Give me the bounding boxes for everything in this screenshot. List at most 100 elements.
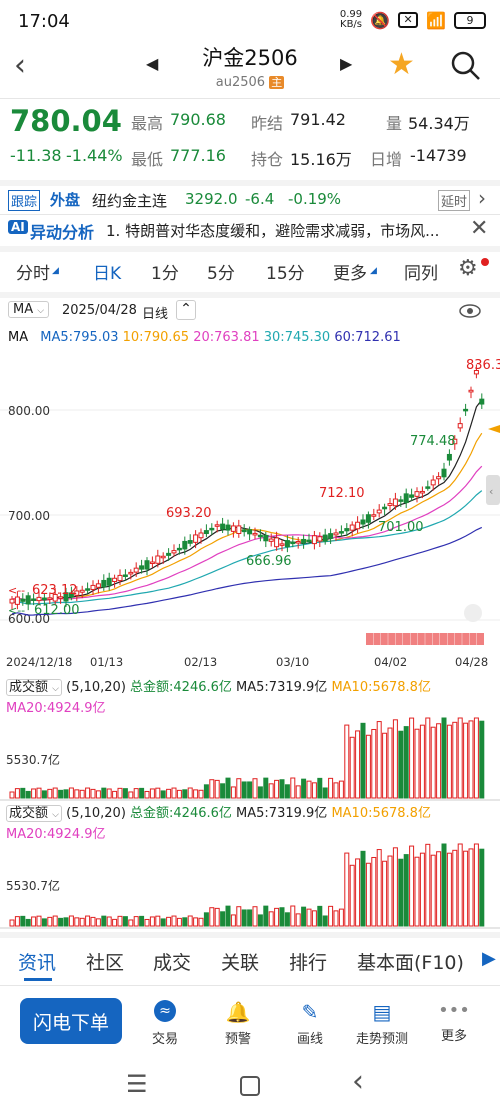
chevron-down-icon: ⌵ [52, 684, 59, 694]
volume-ma20: MA20:4924.9亿 [6, 827, 106, 842]
draw-line-button[interactable]: ✎ 画线 [280, 1000, 340, 1047]
tab-fundamentals[interactable]: 基本面(F10) [357, 952, 464, 974]
back-nav-icon[interactable]: ‹ [352, 1064, 364, 1099]
tab-trades[interactable]: 成交 [153, 952, 192, 974]
tab-1min[interactable]: 1分 [151, 264, 179, 284]
flash-order-button[interactable]: 闪电下单 [20, 998, 122, 1044]
volume-bar [398, 730, 404, 799]
candle-body [74, 590, 80, 596]
tab-intraday[interactable]: 分时 [16, 264, 50, 284]
volume-selector[interactable]: 成交额 ⌵ [6, 679, 62, 696]
next-contract-icon[interactable]: ▶ [340, 54, 353, 73]
volume-bar [74, 789, 80, 799]
volume-bar [425, 717, 431, 799]
settings-gear-icon[interactable]: ⚙ [458, 256, 478, 281]
volume-bar [468, 848, 474, 927]
dropdown-corner-icon: ◢ [52, 266, 59, 276]
external-market-row[interactable]: 跟踪 外盘 纽约金主连 3292.0 -6.4 -0.19% 延时 › [0, 186, 500, 214]
close-icon[interactable]: ✕ [470, 216, 489, 241]
tab-related[interactable]: 关联 [221, 952, 260, 974]
volume-bar [403, 726, 409, 799]
candle-body [230, 525, 236, 532]
external-tag: 外盘 [50, 191, 81, 209]
y-tick-800: 800.00 [8, 404, 50, 418]
alert-button[interactable]: 🔔 预警 [208, 1000, 268, 1047]
tab-more[interactable]: 更多 [333, 264, 367, 284]
ai-signal-marks [366, 633, 484, 645]
volume-bar [387, 855, 393, 927]
candle-body [149, 561, 155, 565]
volume-bar [463, 850, 469, 927]
volume-bar [79, 789, 85, 799]
eye-icon[interactable] [458, 302, 482, 320]
wifi-icon: 📶 [426, 10, 446, 30]
volume-bar [425, 843, 431, 927]
high-label: 最高 [131, 114, 164, 133]
volume-bar [333, 782, 339, 799]
volume-bar [360, 722, 366, 799]
external-name: 纽约金主连 [92, 192, 168, 210]
volume-bar [436, 851, 442, 927]
candle-body [101, 579, 107, 588]
tab-ranking[interactable]: 排行 [289, 952, 328, 974]
volume-bar [209, 779, 215, 799]
tab-5min[interactable]: 5分 [207, 264, 235, 284]
volume-bar [171, 915, 177, 927]
candle-body [220, 523, 226, 530]
candle-body [301, 538, 307, 544]
mute-icon: 🔕 [370, 10, 391, 30]
tab-daily-k[interactable]: 日K [93, 264, 122, 284]
volume-bar [365, 734, 371, 799]
tab-15min[interactable]: 15分 [266, 264, 305, 284]
volume-ma5: MA5:7319.9亿 [236, 806, 328, 821]
volume-selector[interactable]: 成交额 ⌵ [6, 805, 62, 822]
favorite-star-icon[interactable]: ★ [388, 47, 415, 82]
volume-bar [133, 916, 139, 927]
date-tick: 2024/12/18 [6, 655, 73, 669]
tab-same-list[interactable]: 同列 [404, 264, 438, 284]
tab-community[interactable]: 社区 [86, 952, 125, 974]
tab-news[interactable]: 资讯 [18, 952, 57, 974]
indicator-select[interactable]: MA ⌵ [8, 301, 50, 318]
contract-code: au2506 [215, 75, 266, 90]
candle-body [398, 499, 404, 502]
search-icon[interactable] [450, 50, 482, 82]
trade-button[interactable]: ≈ 交易 [135, 1000, 195, 1047]
volume-bar [322, 915, 328, 927]
volume-bar [382, 732, 388, 799]
volume-bar [122, 916, 128, 927]
ai-signal-mark [425, 633, 433, 645]
volume-bar [193, 789, 199, 799]
volume-bar [47, 916, 53, 927]
candle-body [79, 589, 85, 593]
back-icon[interactable]: ‹ [14, 48, 26, 83]
volume-bar [295, 913, 301, 927]
date-tick: 02/13 [184, 655, 218, 669]
collapse-up-icon[interactable]: ⌃ [176, 300, 196, 320]
scroll-right-icon[interactable]: ▶ [482, 948, 496, 969]
prev-contract-icon[interactable]: ◀ [146, 54, 159, 73]
y-tick-700: 700.00 [8, 509, 50, 523]
candlestick-chart[interactable]: 800.00 700.00 600.00 836.30 774.48 712.1… [0, 345, 500, 655]
volume-chart-2[interactable]: 5530.7亿 [0, 842, 500, 930]
volume-panel-header: 成交额 ⌵ (5,10,20) 总金额:4246.6亿 MA5:7319.9亿 … [6, 678, 496, 719]
candle-body [403, 493, 409, 504]
date-tick: 04/02 [374, 655, 408, 669]
candle-body [31, 598, 37, 601]
side-handle[interactable] [486, 475, 500, 505]
volume-bar [338, 780, 344, 799]
volume-bar [376, 849, 382, 927]
refresh-icon[interactable] [464, 604, 482, 622]
volume-bar [241, 781, 247, 799]
volume-bar [198, 789, 204, 799]
more-button[interactable]: ••• 更多 [424, 1000, 484, 1044]
volume-bar [355, 858, 361, 927]
volume-chart[interactable]: 5530.7亿 [0, 716, 500, 802]
forecast-button[interactable]: ▤ 走势预测 [352, 1000, 412, 1047]
volume-bar [306, 780, 312, 799]
menu-icon[interactable]: ☰ [126, 1070, 148, 1098]
ai-analysis-row[interactable]: AI 异动分析 1. 特朗普对华态度缓和，避险需求减弱，市场风... ✕ [0, 216, 500, 244]
volume-bar [479, 720, 485, 799]
home-square-icon[interactable] [240, 1076, 260, 1096]
ma5-line [11, 399, 483, 602]
